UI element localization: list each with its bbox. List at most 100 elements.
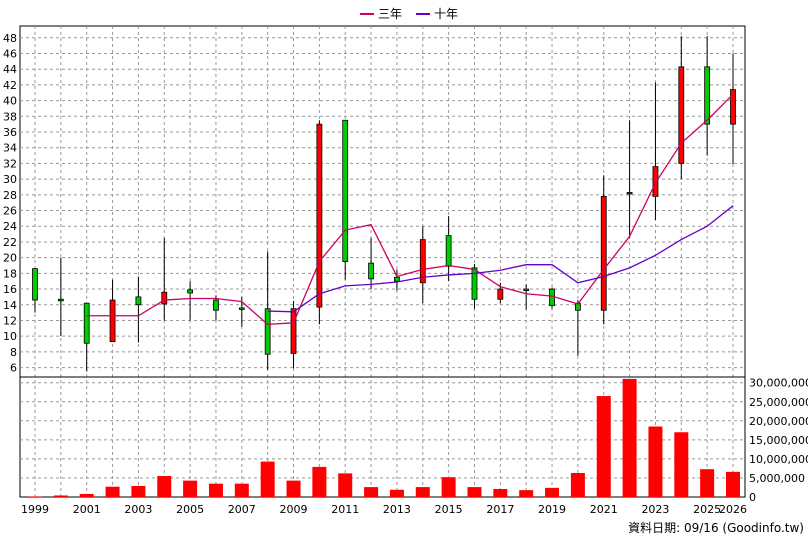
- x-tick-label: 2021: [590, 503, 618, 516]
- legend-swatch-10yr: [416, 12, 431, 15]
- volume-bar: [389, 489, 404, 497]
- volume-bar: [596, 396, 611, 497]
- x-tick-label: 2003: [124, 503, 152, 516]
- volume-bar: [622, 378, 637, 497]
- candle-body: [523, 288, 530, 291]
- price-tick-label: 20: [3, 252, 17, 265]
- volume-bar: [234, 483, 249, 497]
- x-tick-label: 2005: [176, 503, 204, 516]
- legend-label-10yr: 十年: [434, 7, 459, 21]
- x-tick-label: 2026: [719, 503, 747, 516]
- candle-body: [238, 307, 245, 310]
- candle-body: [497, 288, 504, 300]
- price-tick-label: 12: [3, 314, 17, 327]
- x-tick-label: 2017: [486, 503, 514, 516]
- volume-bar: [183, 480, 198, 497]
- price-tick-label: 24: [3, 220, 17, 233]
- candle-body: [394, 276, 400, 282]
- candle-body: [187, 289, 194, 294]
- candle-body: [109, 299, 116, 343]
- volume-bar: [441, 477, 456, 497]
- volume-bar: [415, 487, 430, 497]
- price-tick-label: 22: [3, 236, 17, 249]
- volume-bar: [53, 495, 68, 497]
- price-tick-label: 10: [3, 330, 17, 343]
- volume-tick-label: 10,000,000: [749, 453, 808, 466]
- x-tick-label: 2015: [435, 503, 463, 516]
- x-tick-label: 2025: [693, 503, 721, 516]
- candle-body: [678, 66, 685, 164]
- volume-bar: [519, 490, 534, 497]
- volume-tick-label: 25,000,000: [749, 396, 808, 409]
- candle-body: [730, 89, 736, 125]
- candle-body: [704, 66, 711, 125]
- volume-tick-label: 20,000,000: [749, 415, 808, 428]
- candle-body: [471, 267, 478, 300]
- ma-10yr-line: [267, 205, 734, 313]
- volume-bar: [131, 485, 146, 497]
- candle-body: [445, 235, 452, 267]
- price-tick-label: 18: [3, 267, 17, 280]
- ma-3yr-line: [86, 93, 734, 326]
- price-tick-label: 34: [3, 142, 17, 155]
- candle-body: [161, 291, 168, 305]
- candle-body: [83, 302, 90, 344]
- volume-bar: [208, 483, 223, 497]
- price-tick-label: 16: [3, 283, 17, 296]
- candle-body: [290, 308, 297, 354]
- volume-bar: [726, 471, 740, 497]
- volume-bar: [493, 489, 508, 497]
- legend-item-3yr: 三年: [360, 5, 402, 22]
- legend-label-3yr: 三年: [378, 7, 403, 21]
- price-tick-label: 6: [10, 362, 17, 375]
- candle-body: [419, 239, 426, 284]
- volume-tick-label: 5,000,000: [749, 472, 805, 485]
- volume-bar: [467, 487, 482, 497]
- volume-bar: [28, 496, 42, 497]
- price-tick-label: 38: [3, 110, 17, 123]
- legend-swatch-3yr: [360, 12, 374, 15]
- volume-bar: [79, 493, 94, 497]
- candle-body: [368, 262, 374, 280]
- x-tick-label: 2001: [73, 503, 101, 516]
- volume-bar: [312, 466, 327, 497]
- price-tick-label: 32: [3, 157, 17, 170]
- candle-body: [600, 195, 607, 311]
- volume-bar: [260, 461, 275, 497]
- volume-tick-label: 15,000,000: [749, 434, 808, 447]
- candle-body: [626, 192, 633, 195]
- x-tick-label: 1999: [21, 503, 49, 516]
- price-tick-label: 48: [3, 32, 17, 45]
- x-tick-label: 2019: [538, 503, 566, 516]
- candle-body: [264, 308, 271, 355]
- volume-bar: [338, 473, 353, 497]
- price-tick-label: 8: [10, 346, 17, 359]
- x-tick-label: 2013: [383, 503, 411, 516]
- volume-bar: [364, 487, 379, 497]
- price-tick-label: 42: [3, 79, 17, 92]
- legend-item-10yr: 十年: [416, 5, 458, 22]
- candle-body: [316, 123, 323, 308]
- volume-bar: [648, 426, 663, 497]
- x-tick-label: 2023: [641, 503, 669, 516]
- price-tick-label: 36: [3, 126, 17, 139]
- volume-bar: [286, 480, 301, 497]
- volume-tick-label: 0: [749, 491, 756, 504]
- volume-bar: [570, 473, 585, 497]
- volume-bar: [674, 432, 689, 497]
- volume-bar: [700, 469, 715, 497]
- price-tick-label: 40: [3, 95, 17, 108]
- x-tick-label: 2009: [280, 503, 308, 516]
- x-tick-label: 2007: [228, 503, 256, 516]
- candle-body: [135, 296, 142, 306]
- candle-body: [342, 119, 349, 262]
- volume-bar: [157, 476, 172, 497]
- data-date-footer: 資料日期: 09/16 (Goodinfo.tw): [628, 521, 804, 535]
- volume-tick-label: 30,000,000: [749, 377, 808, 390]
- volume-bar: [545, 487, 560, 497]
- candle-body: [213, 299, 219, 311]
- price-tick-label: 14: [3, 299, 17, 312]
- candle-body: [652, 166, 659, 197]
